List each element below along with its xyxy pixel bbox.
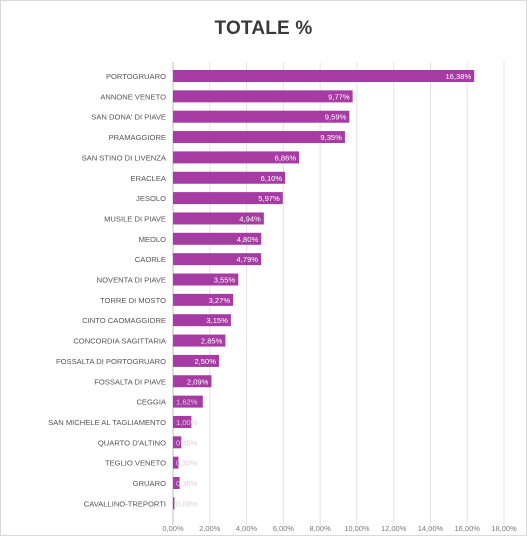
category-label: FOSSALTA DI PIAVE	[94, 377, 166, 386]
bar	[173, 415, 192, 428]
x-tick-label: 18,00%	[491, 524, 517, 533]
bar	[173, 70, 475, 82]
category-label: SAN STINO DI LIVENZA	[82, 153, 167, 162]
x-tick-label: 12,00%	[381, 524, 407, 533]
data-label: 0,45%	[176, 438, 198, 447]
x-tick-label: 6,00%	[273, 524, 295, 533]
x-tick-label: 0,00%	[162, 524, 184, 533]
x-tick-label: 2,00%	[199, 524, 221, 533]
data-labels: 16,38% 9,77% 9,59% 9,35% 6,86% 6,10% 5,97% 4,94…	[176, 72, 471, 508]
data-label: 16,38%	[445, 72, 471, 81]
data-label: 9,35%	[320, 133, 342, 142]
bar	[173, 273, 239, 286]
data-label: 4,94%	[239, 214, 261, 223]
category-label: SAN MICHELE AL TAGLIAMENTO	[48, 418, 166, 427]
bar	[173, 110, 350, 123]
data-label: 3,15%	[206, 316, 228, 325]
category-label: CONCORDIA SAGITTARIA	[73, 337, 167, 346]
bar	[173, 436, 182, 449]
bar	[173, 212, 264, 225]
category-label: NOVENTA DI PIAVE	[97, 276, 166, 285]
data-label: 4,80%	[237, 235, 259, 244]
data-label: 2,85%	[201, 337, 223, 346]
data-label: 0,30%	[176, 459, 198, 468]
category-label: ANNONE VENETO	[100, 92, 166, 101]
data-label: 4,79%	[237, 255, 259, 264]
bar	[173, 354, 219, 367]
x-tick-label: 4,00%	[236, 524, 258, 533]
x-tick-labels: 0,00% 2,00% 4,00% 6,00% 8,00% 10,00% 12,00% 14,…	[162, 524, 517, 533]
bar	[173, 456, 179, 469]
data-label: 1,62%	[176, 398, 198, 407]
data-label: 5,97%	[258, 194, 280, 203]
bar	[173, 192, 283, 205]
bar	[173, 90, 353, 103]
data-label: 2,50%	[194, 357, 216, 366]
category-labels: PORTOGRUARO ANNONE VENETO SAN DONA' DI PIA…	[48, 72, 167, 508]
chart-title: TOTALE %	[214, 18, 313, 39]
bar	[173, 375, 212, 388]
bar	[173, 151, 300, 164]
category-label: TORRE DI MOSTO	[100, 296, 166, 305]
data-label: 6,86%	[275, 153, 297, 162]
data-label: 1,00%	[176, 418, 198, 427]
x-tick-label: 16,00%	[455, 524, 481, 533]
category-label: CINTO CAOMAGGIORE	[82, 316, 166, 325]
bar	[173, 314, 231, 327]
bar	[173, 334, 226, 347]
category-label: PORTOGRUARO	[106, 72, 166, 81]
category-label: SAN DONA' DI PIAVE	[91, 113, 166, 122]
category-label: JESOLO	[136, 194, 166, 203]
data-label: 0,36%	[176, 479, 198, 488]
category-label: CAORLE	[135, 255, 166, 264]
category-label: FOSSALTA DI PORTOGRUARO	[56, 357, 166, 366]
bar	[173, 253, 262, 266]
data-label: 2,09%	[187, 377, 209, 386]
x-tick-label: 10,00%	[344, 524, 370, 533]
bar	[173, 131, 345, 144]
data-label: 9,77%	[328, 92, 350, 101]
category-label: MEOLO	[139, 235, 167, 244]
category-label: ERACLEA	[131, 174, 167, 183]
bar	[173, 293, 234, 306]
data-label: 0,08%	[176, 499, 198, 508]
bar	[173, 477, 180, 489]
bars	[173, 70, 475, 510]
category-label: CEGGIA	[136, 398, 166, 407]
category-label: GRUARO	[133, 479, 166, 488]
x-tick-label: 14,00%	[418, 524, 444, 533]
bar	[173, 232, 262, 245]
category-label: TEGLIO VENETO	[105, 459, 166, 468]
bar	[173, 171, 286, 184]
category-label: MUSILE DI PIAVE	[104, 214, 166, 223]
data-label: 6,10%	[261, 174, 283, 183]
x-tick-label: 8,00%	[309, 524, 331, 533]
category-label: QUARTO D'ALTINO	[98, 438, 166, 447]
data-label: 3,55%	[214, 276, 236, 285]
data-label: 3,27%	[209, 296, 231, 305]
category-label: PRAMAGGIORE	[109, 133, 166, 142]
category-label: CAVALLINO-TREPORTI	[84, 499, 166, 508]
bar	[173, 395, 203, 408]
bar	[173, 497, 175, 510]
data-label: 9,59%	[325, 113, 347, 122]
